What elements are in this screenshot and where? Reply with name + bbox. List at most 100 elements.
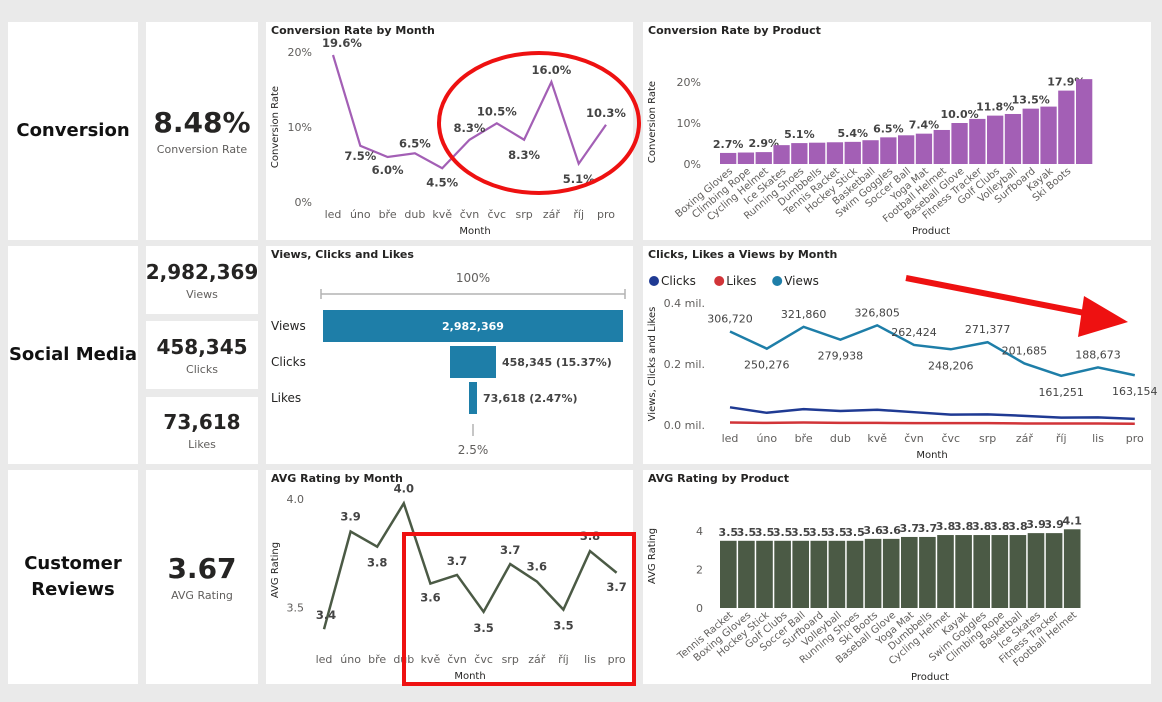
bar — [1058, 90, 1075, 164]
kpi-avg-rating-value: 3.67 — [167, 552, 237, 585]
data-label: 3.8 — [990, 520, 1010, 533]
data-label: 5.1% — [784, 128, 815, 141]
bar — [809, 142, 826, 164]
section-conversion-label: Conversion — [16, 120, 130, 141]
conversion-month-plot: 0% 10% 20% Conversion Rate 19.6% 7.5%6.0% 6.5%… — [270, 36, 626, 237]
data-label: 3.8 — [972, 520, 992, 533]
chart-social-by-month[interactable]: Clicks, Likes a Views by Month 0.0 mil. 0… — [643, 246, 1158, 464]
section-customer-reviews-label: Customer Reviews — [24, 551, 122, 603]
x-tick-label: zář — [528, 653, 546, 666]
data-label: 5.4% — [837, 127, 868, 140]
chart-rating-by-month[interactable]: AVG Rating by Month 3.5 4.0 AVG Rating 3.4 3… — [266, 470, 633, 684]
bar — [846, 540, 864, 608]
section-customer-reviews-line2: Reviews — [31, 579, 115, 600]
kpi-avg-rating-label: AVG Rating — [171, 589, 233, 602]
data-label: 2.7% — [713, 138, 744, 151]
data-label: 3.9 — [340, 510, 360, 524]
x-tick-label: kvě — [432, 208, 452, 221]
chart-title: Clicks, Likes a Views by Month — [648, 248, 838, 261]
data-label: 19.6% — [322, 36, 362, 50]
data-label: 250,276 — [744, 359, 790, 372]
x-tick-label: led — [325, 208, 342, 221]
kpi-likes[interactable]: 73,618 Likes — [146, 397, 258, 464]
bar — [933, 129, 950, 164]
bar — [951, 123, 968, 164]
conversion-product-plot: 0% 10% 20% Conversion Rate 2.7% 2.9% 5.1% 5.4% 6… — [647, 76, 1093, 237]
x-tick-label: zář — [543, 208, 561, 221]
funnel-category-label: Views — [271, 319, 306, 333]
x-tick-label: říj — [1056, 432, 1067, 445]
chart-conversion-by-month[interactable]: Conversion Rate by Month 0% 10% 20% Convers… — [266, 22, 633, 240]
chart-conversion-by-product[interactable]: Conversion Rate by Product 0% 10% 20% Conve… — [643, 22, 1151, 240]
bar — [864, 538, 882, 608]
x-tick-label: led — [316, 653, 333, 666]
bar — [1045, 533, 1063, 608]
kpi-likes-label: Likes — [188, 438, 216, 451]
bar — [915, 133, 933, 164]
x-tick-label: pro — [608, 653, 626, 666]
bar — [973, 535, 990, 608]
data-label: 3.8 — [1008, 520, 1028, 533]
y-axis-title: Views, Clicks and Likes — [647, 307, 658, 422]
chart-rating-by-product[interactable]: AVG Rating by Product 0 2 4 AVG Rating 3.5 3.… — [643, 470, 1151, 684]
data-label: 3.6 — [527, 559, 547, 573]
data-label: 3.9 — [1044, 518, 1064, 531]
x-tick-label: zář — [1016, 432, 1034, 445]
kpi-conversion-rate-label: Conversion Rate — [156, 143, 248, 156]
data-label: 262,424 — [891, 326, 937, 339]
y-tick-label: 2 — [696, 564, 703, 577]
kpi-avg-rating[interactable]: 3.67 AVG Rating — [146, 470, 258, 684]
series-line — [729, 406, 1135, 421]
bar — [1040, 106, 1057, 164]
x-tick-label: úno — [756, 432, 777, 445]
bar — [987, 115, 1004, 164]
x-axis-title: Month — [454, 671, 485, 682]
bar — [862, 140, 879, 164]
legend-marker — [772, 276, 783, 286]
data-label: 10.5% — [477, 104, 517, 118]
x-tick-label: čvn — [904, 432, 924, 445]
x-tick-label: srp — [979, 432, 996, 445]
section-social-media-label: Social Media — [8, 344, 138, 365]
data-label: 326,805 — [854, 306, 900, 319]
data-label: 163,154 — [1112, 385, 1158, 398]
chart-views-clicks-likes-funnel[interactable]: Views, Clicks and Likes 100% Views 2,982,3… — [266, 246, 633, 464]
x-axis-title: Month — [916, 450, 947, 461]
bar — [774, 540, 791, 608]
kpi-views[interactable]: 2,982,369 Views — [146, 246, 258, 314]
bar — [1022, 108, 1039, 164]
bar — [755, 152, 772, 164]
x-tick-label: srp — [502, 653, 519, 666]
bar — [738, 540, 755, 608]
data-label: 3.5 — [773, 526, 793, 539]
data-label: 4.0 — [394, 481, 414, 495]
funnel-bar — [323, 310, 623, 342]
funnel-bar — [469, 382, 477, 414]
bar — [773, 145, 790, 164]
data-label: 3.5 — [827, 526, 847, 539]
kpi-conversion-rate[interactable]: 8.48% Conversion Rate — [146, 22, 258, 240]
data-label: 3.5 — [791, 526, 811, 539]
bar — [919, 536, 936, 608]
data-label: 5.1% — [563, 172, 595, 186]
y-axis-title: AVG Rating — [270, 542, 281, 598]
y-tick-label: 0 — [696, 602, 703, 615]
legend-label: Clicks — [661, 274, 696, 288]
kpi-clicks[interactable]: 458,345 Clicks — [146, 321, 258, 389]
x-tick-label: pro — [1126, 432, 1144, 445]
bar — [901, 536, 918, 608]
y-tick-label: 20% — [677, 76, 701, 89]
legend-label: Views — [784, 274, 819, 288]
data-label: 3.6 — [863, 524, 883, 537]
data-label: 4.1 — [1062, 514, 1082, 527]
data-label: 3.5 — [755, 526, 775, 539]
data-label: 458,345 (15.37%) — [502, 356, 612, 369]
x-tick-label: kvě — [867, 432, 887, 445]
data-label: 248,206 — [928, 359, 974, 372]
x-axis-title: Product — [912, 226, 950, 237]
bar — [955, 535, 972, 608]
x-tick-label: bře — [379, 208, 397, 221]
kpi-views-label: Views — [186, 287, 218, 301]
x-tick-label: říj — [558, 653, 569, 666]
x-tick-label: dub — [393, 653, 414, 666]
